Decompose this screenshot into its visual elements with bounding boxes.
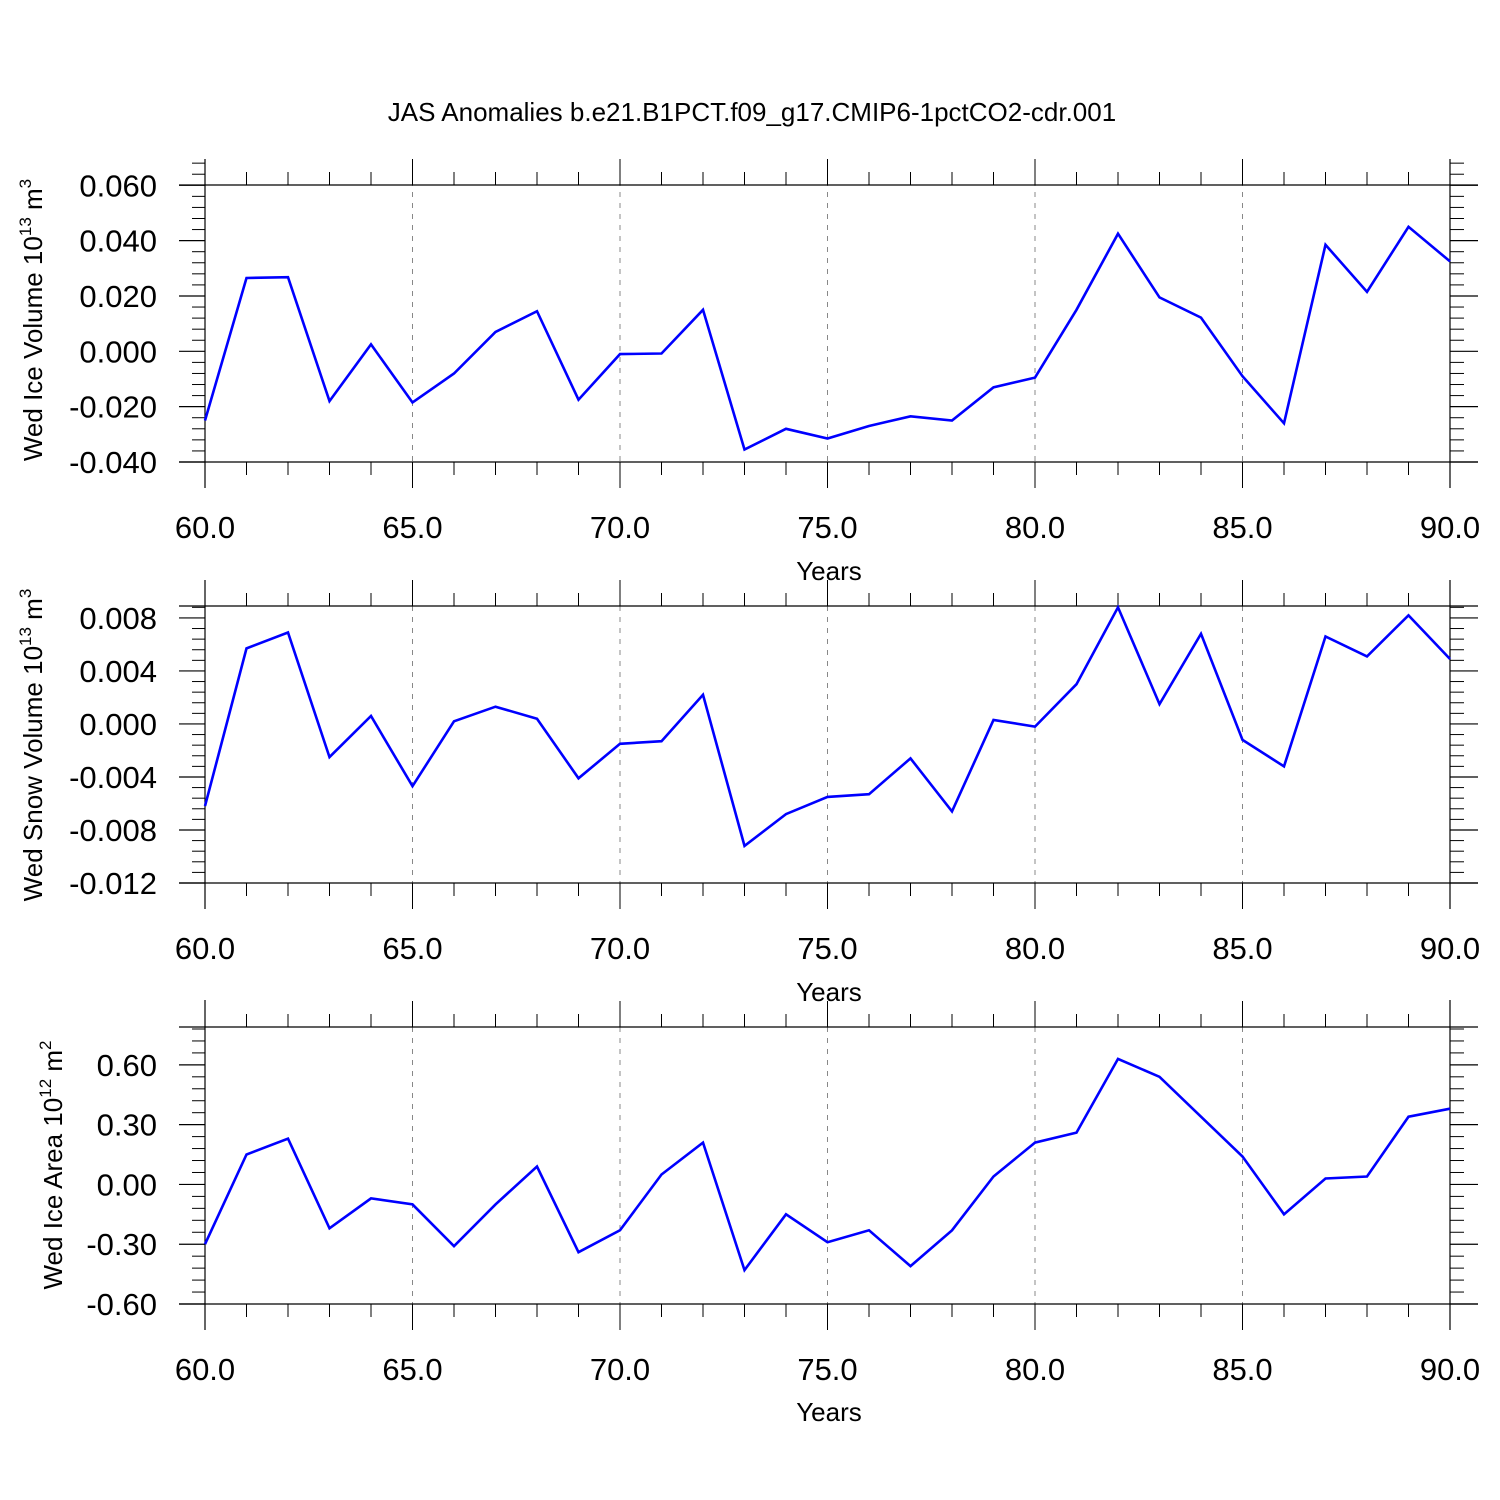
ylabel-unit: m <box>38 1050 68 1079</box>
xlabel-ice-area: Years <box>796 1397 862 1427</box>
panel-ice-volume: Wed Ice Volume 1013 m3 Years 0.060 0.040 0… <box>16 159 1480 586</box>
y-tick-label: -0.040 <box>69 445 157 480</box>
x-tick-label: 90.0 <box>1420 931 1480 966</box>
x-tick-label: 75.0 <box>797 931 857 966</box>
y-tick-label: 0.30 <box>97 1108 157 1143</box>
x-tick-label: 85.0 <box>1212 1352 1272 1387</box>
panel-snow-volume: Wed Snow Volume 1013 m3 Years 0.008 0.004… <box>16 580 1480 1007</box>
x-tick-label: 65.0 <box>382 510 442 545</box>
ylabel-text: Wed Snow Volume 10 <box>18 646 48 901</box>
chart-title: JAS Anomalies b.e21.B1PCT.f09_g17.CMIP6-… <box>388 97 1116 127</box>
x-tick-label: 75.0 <box>797 510 857 545</box>
x-tick-label: 75.0 <box>797 1352 857 1387</box>
y-tick-label: -0.30 <box>86 1227 157 1262</box>
xlabel-ice-volume: Years <box>796 556 862 586</box>
y-tick-label: 0.000 <box>79 334 157 369</box>
ylabel-unit-sup: 2 <box>36 1040 55 1049</box>
y-tick-label: 0.004 <box>79 654 157 689</box>
ylabel-text: Wed Ice Volume 10 <box>18 236 48 461</box>
y-tick-label: 0.040 <box>79 224 157 259</box>
ylabel-ice-volume: Wed Ice Volume 1013 m3 <box>16 179 48 461</box>
ylabel-snow-volume: Wed Snow Volume 1013 m3 <box>16 589 48 902</box>
ylabel-sup: 12 <box>36 1079 55 1098</box>
ylabel-unit: m <box>18 188 48 217</box>
y-tick-label: 0.060 <box>79 168 157 203</box>
y-tick-label: -0.020 <box>69 390 157 425</box>
y-tick-label: 0.000 <box>79 707 157 742</box>
x-tick-label: 80.0 <box>1005 931 1065 966</box>
x-tick-label: 90.0 <box>1420 1352 1480 1387</box>
x-tick-label: 80.0 <box>1005 510 1065 545</box>
x-tick-label: 70.0 <box>590 510 650 545</box>
y-tick-label: 0.60 <box>97 1048 157 1083</box>
panel-ice-area: Wed Ice Area 1012 m2 Years 0.60 0.30 0.00 -… <box>36 1000 1480 1427</box>
ylabel-unit-sup: 3 <box>16 179 35 188</box>
x-tick-label: 85.0 <box>1212 510 1272 545</box>
y-tick-label: -0.004 <box>69 760 157 795</box>
y-tick-label: -0.60 <box>86 1287 157 1322</box>
ylabel-text: Wed Ice Area 10 <box>38 1098 68 1290</box>
x-tick-label: 60.0 <box>175 931 235 966</box>
x-tick-label: 85.0 <box>1212 931 1272 966</box>
ylabel-unit: m <box>18 598 48 627</box>
x-tick-label: 65.0 <box>382 931 442 966</box>
xlabel-snow-volume: Years <box>796 977 862 1007</box>
ylabel-ice-area: Wed Ice Area 1012 m2 <box>36 1040 68 1289</box>
x-tick-label: 90.0 <box>1420 510 1480 545</box>
y-tick-label: -0.008 <box>69 813 157 848</box>
x-tick-label: 65.0 <box>382 1352 442 1387</box>
x-tick-label: 70.0 <box>590 931 650 966</box>
x-tick-label: 80.0 <box>1005 1352 1065 1387</box>
ylabel-unit-sup: 3 <box>16 589 35 598</box>
ylabel-sup: 13 <box>16 627 35 646</box>
x-tick-label: 70.0 <box>590 1352 650 1387</box>
y-tick-label: 0.020 <box>79 279 157 314</box>
x-tick-label: 60.0 <box>175 1352 235 1387</box>
y-tick-label: -0.012 <box>69 866 157 901</box>
ylabel-sup: 13 <box>16 217 35 236</box>
x-tick-label: 60.0 <box>175 510 235 545</box>
y-tick-label: 0.00 <box>97 1167 157 1202</box>
y-tick-label: 0.008 <box>79 601 157 636</box>
